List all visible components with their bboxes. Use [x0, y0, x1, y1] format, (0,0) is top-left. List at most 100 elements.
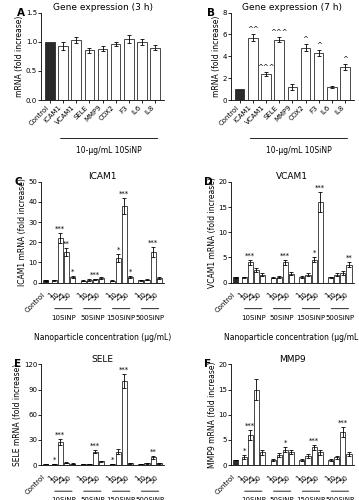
Text: 50: 50 — [91, 474, 101, 484]
Bar — [248, 435, 253, 465]
Bar — [52, 280, 57, 282]
Text: B: B — [207, 8, 215, 18]
Bar — [289, 452, 294, 465]
Text: ***: *** — [55, 226, 65, 232]
Title: SELE: SELE — [92, 354, 113, 364]
Bar — [116, 258, 121, 282]
Text: D: D — [204, 177, 213, 187]
Bar — [71, 40, 81, 100]
Bar — [260, 275, 265, 282]
Text: 10: 10 — [269, 474, 279, 484]
Text: 25: 25 — [56, 474, 66, 484]
Text: 1: 1 — [323, 474, 331, 482]
Text: ***: *** — [119, 190, 129, 196]
Text: 10: 10 — [79, 292, 89, 302]
Bar — [87, 464, 92, 465]
Text: 50: 50 — [281, 292, 291, 302]
Text: ***: *** — [119, 367, 129, 373]
Bar — [334, 458, 339, 465]
Text: E: E — [14, 360, 22, 370]
Text: 50: 50 — [339, 474, 349, 484]
Text: 10-μg/mL 10SiNP: 10-μg/mL 10SiNP — [266, 146, 332, 154]
Bar — [334, 275, 339, 282]
Bar — [150, 458, 155, 465]
Bar — [254, 270, 259, 282]
Bar — [58, 238, 63, 282]
Bar — [64, 252, 69, 282]
Bar — [340, 432, 345, 465]
Text: 10: 10 — [79, 474, 89, 484]
Bar — [157, 278, 162, 282]
Text: 500SiNP: 500SiNP — [325, 314, 354, 320]
Y-axis label: mRNA (fold increase): mRNA (fold increase) — [15, 16, 24, 97]
Bar — [248, 38, 258, 100]
Text: 150SiNP: 150SiNP — [107, 497, 136, 500]
Text: *: * — [284, 440, 287, 446]
Bar — [233, 460, 238, 465]
Bar — [116, 452, 121, 465]
Text: Control: Control — [214, 474, 236, 496]
Text: Control: Control — [214, 292, 236, 314]
Text: 25: 25 — [85, 474, 95, 484]
Bar — [283, 450, 288, 465]
Text: 1: 1 — [47, 474, 54, 482]
Bar — [235, 89, 244, 100]
Text: 10: 10 — [136, 292, 147, 302]
Bar — [58, 442, 63, 465]
Text: 1: 1 — [294, 474, 302, 482]
Bar — [318, 202, 323, 282]
Bar — [85, 50, 94, 100]
Text: 25: 25 — [275, 474, 285, 484]
Bar — [328, 460, 333, 465]
Text: ***: *** — [245, 252, 255, 258]
Text: 25: 25 — [246, 292, 256, 302]
Text: 500SiNP: 500SiNP — [135, 497, 165, 500]
Text: ***: *** — [315, 184, 325, 190]
Bar — [301, 48, 310, 100]
Text: 50: 50 — [281, 474, 291, 484]
Title: Gene expression (3 h): Gene expression (3 h) — [52, 2, 153, 12]
Text: 10: 10 — [240, 292, 250, 302]
Y-axis label: ICAM1 mRNA (fold increase): ICAM1 mRNA (fold increase) — [18, 178, 27, 286]
Text: 50: 50 — [62, 292, 73, 302]
Bar — [93, 452, 98, 465]
Text: ***: *** — [245, 422, 255, 428]
Text: 10: 10 — [136, 474, 147, 484]
Text: ***: *** — [280, 252, 290, 258]
Text: 10SiNP: 10SiNP — [51, 497, 76, 500]
Text: 10SiNP: 10SiNP — [241, 314, 266, 320]
Text: 10: 10 — [269, 292, 279, 302]
Text: 1: 1 — [294, 292, 302, 299]
Text: 10SiNP: 10SiNP — [51, 314, 76, 320]
Bar — [109, 464, 115, 465]
Text: 10: 10 — [108, 292, 118, 302]
Title: Gene expression (7 h): Gene expression (7 h) — [242, 2, 342, 12]
Text: 10: 10 — [50, 292, 60, 302]
Y-axis label: mRNA (fold increase): mRNA (fold increase) — [212, 16, 221, 97]
Text: ^^^: ^^^ — [257, 64, 275, 70]
Text: 10: 10 — [297, 474, 308, 484]
Text: 50: 50 — [309, 292, 320, 302]
Bar — [98, 48, 107, 100]
Bar — [276, 277, 282, 282]
Bar — [43, 464, 48, 465]
Text: 500SiNP: 500SiNP — [135, 314, 165, 320]
Text: 1: 1 — [76, 474, 83, 482]
Bar — [328, 278, 333, 282]
Text: C: C — [14, 177, 22, 187]
Text: 1: 1 — [105, 474, 112, 482]
Text: A: A — [17, 8, 25, 18]
Bar — [150, 48, 160, 100]
Bar — [233, 278, 238, 282]
Bar — [144, 280, 150, 282]
Text: ^: ^ — [316, 42, 322, 48]
Bar — [64, 463, 69, 465]
Bar — [254, 390, 259, 465]
Bar — [122, 206, 127, 282]
Text: ^^^: ^^^ — [270, 30, 288, 36]
Bar — [242, 458, 247, 465]
Text: 10: 10 — [108, 474, 118, 484]
Bar — [81, 464, 86, 465]
Y-axis label: SELE mRNA (fold increase): SELE mRNA (fold increase) — [13, 364, 22, 466]
Text: 25: 25 — [114, 474, 124, 484]
